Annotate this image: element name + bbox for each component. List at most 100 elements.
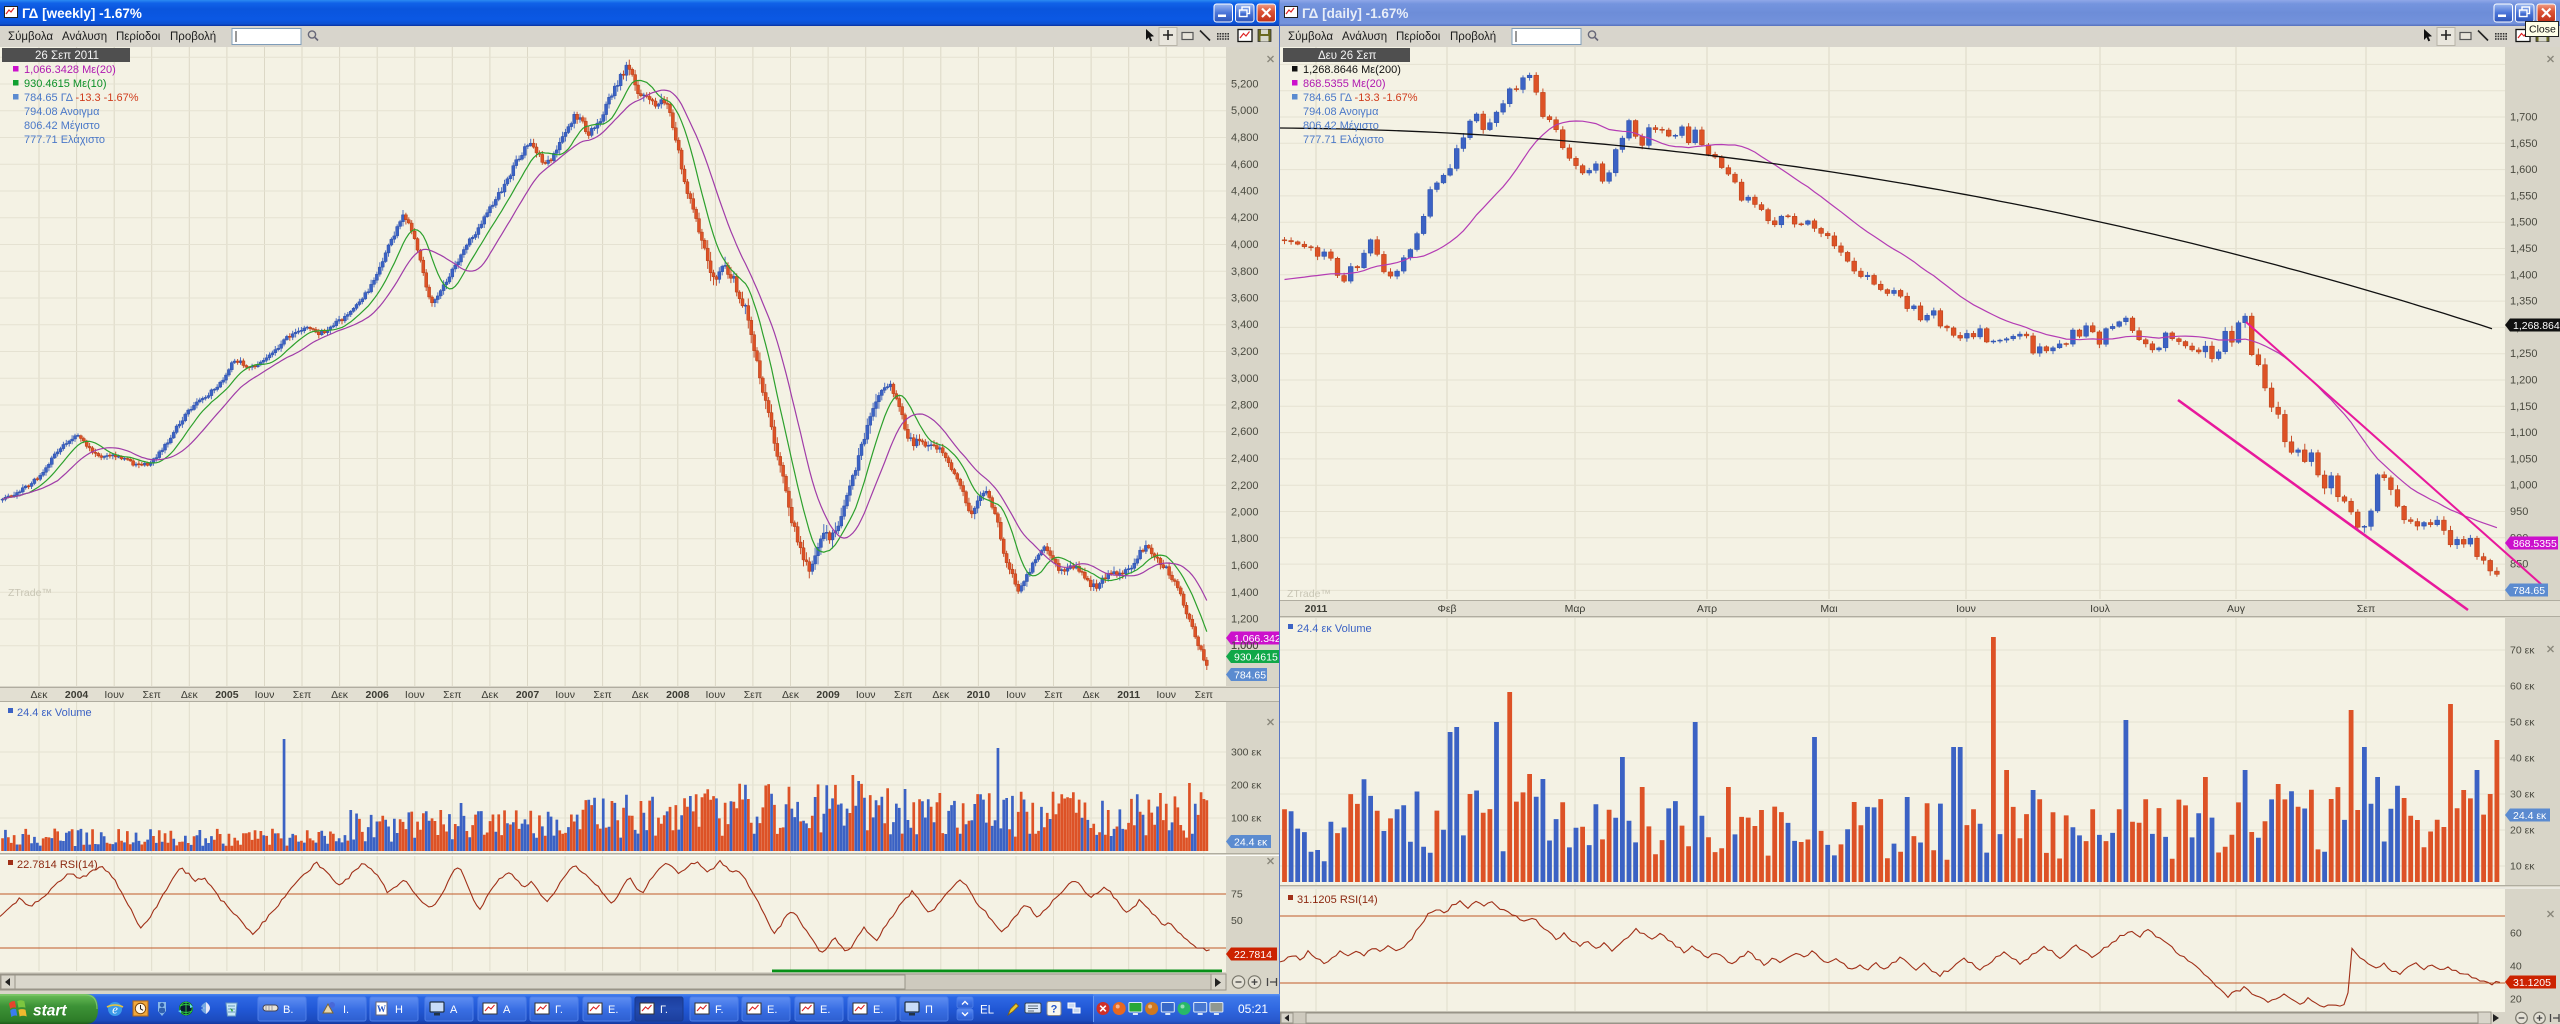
svg-text:806.42 Μέγιστο: 806.42 Μέγιστο	[24, 120, 100, 132]
svg-text:1,150: 1,150	[2510, 401, 2538, 413]
svg-text:1,200: 1,200	[2510, 375, 2538, 387]
svg-text:Μαι: Μαι	[1820, 603, 1838, 615]
svg-text:Σεπ: Σεπ	[894, 689, 912, 701]
svg-text:Ιουν: Ιουν	[1956, 603, 1976, 615]
svg-text:1,600: 1,600	[2510, 164, 2538, 176]
svg-text:Δεκ: Δεκ	[181, 689, 199, 701]
svg-text:1,450: 1,450	[2510, 243, 2538, 255]
svg-text:F.: F.	[715, 1004, 724, 1016]
svg-text:30 εκ: 30 εκ	[2510, 789, 2535, 801]
svg-text:Σεπ: Σεπ	[1195, 689, 1213, 701]
svg-text:05:21: 05:21	[1238, 1002, 1268, 1016]
svg-text:40: 40	[2510, 961, 2522, 973]
svg-text:EL: EL	[980, 1005, 995, 1017]
svg-text:Δεκ: Δεκ	[331, 689, 349, 701]
svg-text:Αυγ: Αυγ	[2227, 603, 2246, 615]
svg-text:784.65 ΓΔ -13.3 -1.67%: 784.65 ΓΔ -13.3 -1.67%	[1303, 92, 1418, 104]
svg-text:200 εκ: 200 εκ	[1231, 780, 1262, 792]
svg-text:Ιουν: Ιουν	[856, 689, 876, 701]
svg-text:2,800: 2,800	[1231, 400, 1259, 412]
svg-text:2004: 2004	[65, 689, 89, 701]
svg-text:Ε.: Ε.	[767, 1004, 777, 1016]
svg-text:Η: Η	[395, 1004, 403, 1016]
svg-text:Σεπ: Σεπ	[1044, 689, 1062, 701]
svg-text:Π: Π	[925, 1004, 933, 1016]
svg-text:3,000: 3,000	[1231, 373, 1259, 385]
svg-text:Σύμβολα: Σύμβολα	[8, 31, 53, 43]
svg-text:Περίοδοι: Περίοδοι	[116, 31, 161, 43]
svg-text:1,000: 1,000	[2510, 480, 2538, 492]
svg-text:806.42 Μέγιστο: 806.42 Μέγιστο	[1303, 120, 1379, 132]
svg-text:22.7814 RSI(14): 22.7814 RSI(14)	[17, 859, 98, 871]
svg-text:2009: 2009	[816, 689, 840, 701]
svg-text:1,268.864: 1,268.864	[2513, 320, 2560, 332]
svg-text:Β.: Β.	[283, 1004, 293, 1016]
svg-text:950: 950	[2510, 506, 2528, 518]
svg-text:Ιουν: Ιουν	[555, 689, 575, 701]
svg-text:40 εκ: 40 εκ	[2510, 753, 2535, 765]
svg-text:1,650: 1,650	[2510, 138, 2538, 150]
svg-text:777.71 Ελάχιστο: 777.71 Ελάχιστο	[1303, 134, 1384, 146]
svg-text:Close: Close	[2529, 24, 2556, 36]
svg-text:784.65: 784.65	[2513, 585, 2545, 597]
svg-text:Ιουν: Ιουν	[405, 689, 425, 701]
svg-text:784.65 ΓΔ -13.3 -1.67%: 784.65 ΓΔ -13.3 -1.67%	[24, 92, 139, 104]
svg-text:75: 75	[1231, 889, 1243, 901]
svg-text:2008: 2008	[666, 689, 690, 701]
svg-text:24.4 εκ Volume: 24.4 εκ Volume	[17, 707, 92, 719]
svg-text:Ε.: Ε.	[608, 1004, 618, 1016]
svg-text:50: 50	[1231, 915, 1243, 927]
svg-text:Προβολή: Προβολή	[1450, 31, 1496, 43]
svg-text:1,350: 1,350	[2510, 296, 2538, 308]
svg-text:start: start	[33, 1003, 67, 1020]
svg-text:Σεπ: Σεπ	[2357, 603, 2375, 615]
svg-text:Δεκ: Δεκ	[932, 689, 950, 701]
svg-text:4,600: 4,600	[1231, 159, 1259, 171]
svg-text:Δεκ: Δεκ	[1083, 689, 1101, 701]
svg-text:4,400: 4,400	[1231, 186, 1259, 198]
svg-text:5,000: 5,000	[1231, 105, 1259, 117]
svg-text:Δευ 26 Σεπ: Δευ 26 Σεπ	[1318, 50, 1377, 62]
svg-text:1,250: 1,250	[2510, 348, 2538, 360]
svg-text:ΓΔ [daily] -1.67%: ΓΔ [daily] -1.67%	[1302, 6, 1408, 21]
svg-text:2005: 2005	[215, 689, 239, 701]
svg-text:777.71 Ελάχιστο: 777.71 Ελάχιστο	[24, 134, 105, 146]
svg-text:Δεκ: Δεκ	[31, 689, 49, 701]
svg-text:Α: Α	[450, 1004, 458, 1016]
svg-text:2011: 2011	[1305, 603, 1328, 615]
svg-text:Ιουλ: Ιουλ	[2090, 603, 2110, 615]
svg-text:22.7814: 22.7814	[1234, 949, 1272, 961]
svg-text:Σεπ: Σεπ	[293, 689, 311, 701]
svg-text:Σεπ: Σεπ	[744, 689, 762, 701]
svg-text:ZTrade™: ZTrade™	[1287, 588, 1331, 600]
svg-text:4,000: 4,000	[1231, 239, 1259, 251]
svg-text:1,600: 1,600	[1231, 560, 1259, 572]
svg-text:2010: 2010	[967, 689, 991, 701]
svg-text:Ι.: Ι.	[343, 1004, 349, 1016]
svg-text:2007: 2007	[516, 689, 540, 701]
svg-text:Ιουν: Ιουν	[104, 689, 124, 701]
svg-text:4,800: 4,800	[1231, 132, 1259, 144]
svg-text:e: e	[112, 1002, 118, 1017]
svg-text:Σύμβολα: Σύμβολα	[1288, 31, 1333, 43]
svg-text:Δεκ: Δεκ	[632, 689, 650, 701]
svg-text:24.4 εκ: 24.4 εκ	[1234, 836, 1268, 848]
svg-text:31.1205 RSI(14): 31.1205 RSI(14)	[1297, 894, 1378, 906]
svg-text:930.4615 Με(10): 930.4615 Με(10)	[24, 78, 107, 90]
svg-text:2,200: 2,200	[1231, 480, 1259, 492]
svg-text:60 εκ: 60 εκ	[2510, 681, 2535, 693]
svg-text:Γ.: Γ.	[660, 1004, 668, 1016]
svg-text:24.4 εκ: 24.4 εκ	[2513, 810, 2547, 822]
svg-text:794.08 Ανοιγμα: 794.08 Ανοιγμα	[24, 106, 100, 118]
svg-text:20 εκ: 20 εκ	[2510, 825, 2535, 837]
svg-text:1,800: 1,800	[1231, 533, 1259, 545]
svg-text:794.08 Ανοιγμα: 794.08 Ανοιγμα	[1303, 106, 1379, 118]
svg-text:5,200: 5,200	[1231, 79, 1259, 91]
svg-text:1,500: 1,500	[2510, 217, 2538, 229]
svg-text:Απρ: Απρ	[1697, 603, 1717, 615]
svg-text:784.65: 784.65	[1234, 669, 1266, 681]
svg-text:2,400: 2,400	[1231, 453, 1259, 465]
svg-text:300 εκ: 300 εκ	[1231, 747, 1262, 759]
svg-text:1,066.3428 Με(20): 1,066.3428 Με(20)	[24, 64, 116, 76]
svg-text:868.5355: 868.5355	[2513, 538, 2557, 550]
